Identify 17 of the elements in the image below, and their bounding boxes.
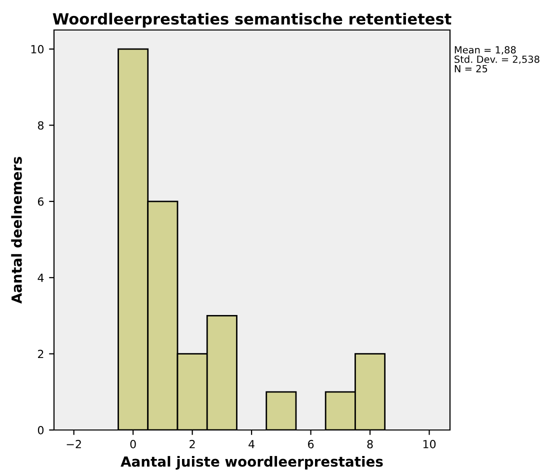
y-tick-label: 0 bbox=[38, 426, 44, 434]
text: Mean = 1,88 Std. Dev. = 2,538 N = 25 bbox=[454, 46, 540, 72]
y-tick-label: 10 bbox=[31, 45, 44, 54]
x-tick-label: 4 bbox=[248, 440, 254, 448]
y-tick-label: 2 bbox=[38, 350, 44, 358]
chart-title: Woordleerprestaties semantische retentietest bbox=[52, 12, 452, 28]
x-tick-label: 8 bbox=[367, 440, 373, 448]
x-tick-label: −2 bbox=[66, 440, 81, 448]
y-tick-label: 4 bbox=[38, 274, 44, 282]
x-tick-label: 6 bbox=[308, 440, 314, 448]
x-tick-label: 10 bbox=[423, 440, 436, 448]
y-tick-label: 6 bbox=[38, 197, 44, 206]
x-axis-title: Aantal juiste woordleerprestaties bbox=[120, 456, 383, 470]
x-tick-label: 0 bbox=[130, 440, 136, 448]
y-tick-label: 8 bbox=[38, 121, 44, 130]
y-axis-title: Aantal deelnemers bbox=[11, 156, 22, 304]
x-tick-label: 2 bbox=[190, 440, 195, 448]
